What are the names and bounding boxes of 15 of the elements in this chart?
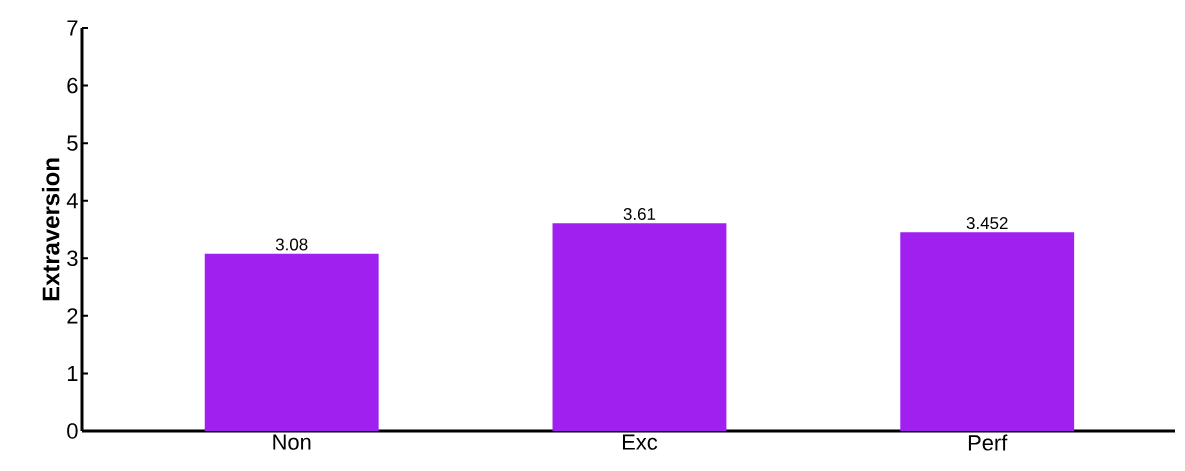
y-tick-label: 2: [67, 308, 78, 324]
x-tick-label: Non: [273, 434, 311, 450]
y-tick-label: 4: [66, 193, 78, 209]
x-tick-label: Perf: [968, 434, 1008, 451]
y-tick-label: 6: [67, 77, 78, 94]
y-axis-title: Extraversion: [41, 158, 60, 301]
y-tick-label: 1: [67, 365, 78, 381]
data-label: 3.61: [623, 207, 656, 220]
y-tick-label: 5: [67, 135, 78, 151]
y-tick-label: 7: [67, 20, 78, 36]
data-label: 3.08: [275, 238, 308, 251]
data-label: 3.452: [966, 217, 1008, 230]
x-tick-label: Exc: [622, 434, 658, 450]
y-tick-label: 3: [67, 250, 78, 267]
y-tick-label: 0: [67, 423, 78, 439]
